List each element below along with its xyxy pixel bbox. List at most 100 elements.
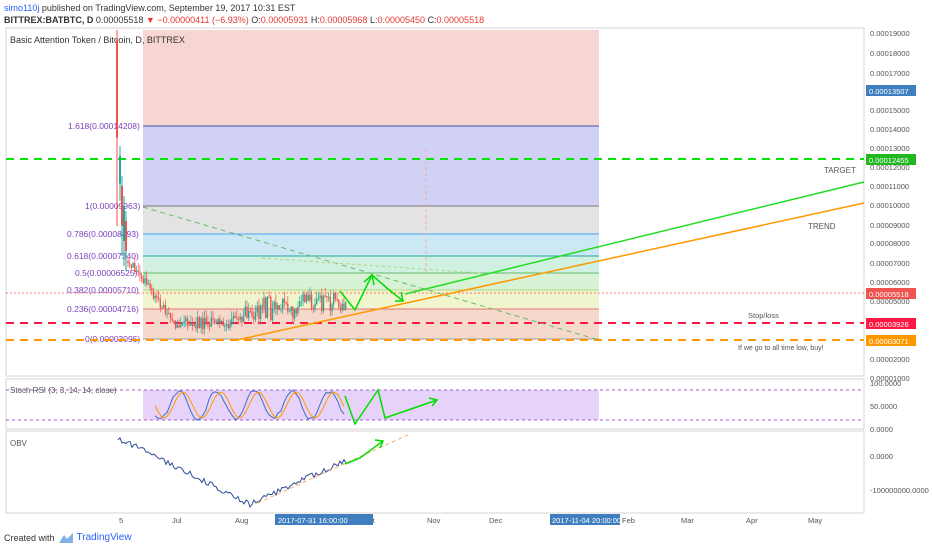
candle — [176, 325, 178, 328]
candle — [248, 310, 250, 319]
price-tick: 0.00019000 — [870, 29, 910, 38]
price-tick: 0.00013000 — [870, 144, 910, 153]
candle — [312, 308, 314, 310]
buy-note-annotation: If we go to all time low, buy! — [738, 345, 824, 352]
chart-canvas[interactable]: 1.618(0.00014208) 1(0.00009963) 0.786(0.… — [0, 26, 932, 526]
short-resistance-line — [261, 257, 481, 274]
candle — [195, 324, 197, 329]
candle — [142, 278, 144, 284]
chart-area[interactable]: 1.618(0.00014208) 1(0.00009963) 0.786(0.… — [0, 26, 932, 526]
time-tick: Mar — [681, 516, 694, 525]
time-tick: Feb — [622, 516, 635, 525]
candle — [299, 301, 301, 307]
price-tick: 0.00014000 — [870, 125, 910, 134]
candle — [219, 318, 221, 323]
price-tick: 0.00012000 — [870, 163, 910, 172]
candle — [336, 299, 338, 301]
obv-axis-neg: -100000000.0000 — [870, 486, 929, 495]
candle — [246, 306, 248, 319]
target-trend-line[interactable] — [404, 181, 865, 295]
candle — [239, 317, 241, 320]
main-pane-frame — [5, 27, 865, 377]
candle — [242, 316, 245, 322]
candle — [280, 308, 282, 310]
candle — [203, 317, 206, 330]
candle — [149, 283, 151, 289]
author-name[interactable]: simo110j — [4, 3, 40, 13]
fib-label-1618: 1.618(0.00014208) — [68, 121, 140, 131]
time-axis[interactable]: 5 Jul Aug Oct Nov Dec Feb Mar Apr May — [119, 516, 822, 525]
candle — [324, 295, 326, 297]
badge-current: 0.00005518 — [869, 290, 909, 299]
rsi-title: Stoch RSI (3, 3, 14, 14, close) — [10, 386, 117, 395]
candle — [314, 304, 316, 310]
high-value: 0.00005968 — [319, 15, 368, 25]
candle — [215, 322, 218, 324]
main-pane-title: Basic Attention Token / Bitcoin, D, BITT… — [10, 35, 185, 45]
price-tick: 0.00017000 — [870, 69, 910, 78]
candle — [127, 261, 129, 264]
time-tick: Nov — [427, 516, 441, 525]
candle — [161, 307, 163, 309]
candle — [132, 263, 134, 268]
candle — [119, 156, 121, 184]
candle — [327, 296, 330, 298]
candle — [229, 324, 231, 328]
target-annotation: TARGET — [824, 166, 856, 175]
time-tick: Apr — [746, 516, 758, 525]
candle — [134, 263, 136, 272]
candle — [190, 322, 192, 326]
candle — [241, 317, 243, 322]
price-tick: 0.00011000 — [870, 182, 909, 191]
badge-current-bg — [866, 288, 916, 299]
candle — [268, 297, 270, 299]
candle — [331, 304, 333, 311]
candle — [295, 309, 297, 314]
candle — [227, 324, 229, 328]
candle — [156, 295, 158, 298]
price-tick: 0.00008000 — [870, 239, 910, 248]
tradingview-brand-link[interactable]: TradingView — [76, 532, 132, 543]
candle — [302, 294, 304, 302]
symbol-line: BITTREX:BATBTC, D 0.00005518 ▼ −0.000004… — [4, 14, 484, 26]
obv-arrow-head — [374, 439, 385, 449]
candle — [157, 297, 160, 300]
candle — [271, 307, 274, 321]
candle — [169, 313, 172, 319]
fib-zone-1618 — [143, 126, 599, 206]
candle — [256, 305, 258, 313]
candle — [276, 305, 279, 310]
candle — [334, 293, 337, 300]
candle — [225, 324, 228, 326]
high-label: H: — [310, 15, 320, 25]
close-value: 0.00005518 — [436, 15, 485, 25]
candle — [174, 321, 177, 328]
candle — [154, 295, 156, 299]
badge-green-bg — [866, 154, 916, 165]
rsi-arrow-head — [428, 397, 439, 407]
candle — [341, 303, 343, 311]
time-highlight-1: 2017-07-31 16:00:00 — [278, 516, 348, 525]
candle — [310, 294, 313, 309]
candle — [139, 272, 141, 276]
price-axis[interactable]: 0.00019000 0.00018000 0.00017000 0.00015… — [870, 29, 910, 383]
price-tick: 0.00018000 — [870, 49, 910, 58]
badge-green: 0.00012455 — [869, 156, 909, 165]
trend-line[interactable] — [236, 202, 865, 341]
candle — [151, 288, 153, 291]
rsi-axis-0: 0.0000 — [870, 425, 893, 434]
candle — [137, 270, 139, 273]
candle — [263, 297, 265, 308]
chart-header: simo110j published on TradingView.com, S… — [4, 2, 484, 26]
candle — [321, 295, 323, 311]
fib-zone-1 — [143, 206, 599, 234]
candle — [152, 290, 155, 299]
candle — [185, 318, 187, 322]
trend-annotation: TREND — [808, 222, 836, 231]
candle — [261, 305, 263, 308]
candle — [338, 299, 340, 308]
descending-resistance-line[interactable] — [142, 206, 600, 341]
open-value: 0.00005931 — [260, 15, 309, 25]
candle — [244, 306, 246, 317]
price-tick: 0.00002000 — [870, 355, 910, 364]
